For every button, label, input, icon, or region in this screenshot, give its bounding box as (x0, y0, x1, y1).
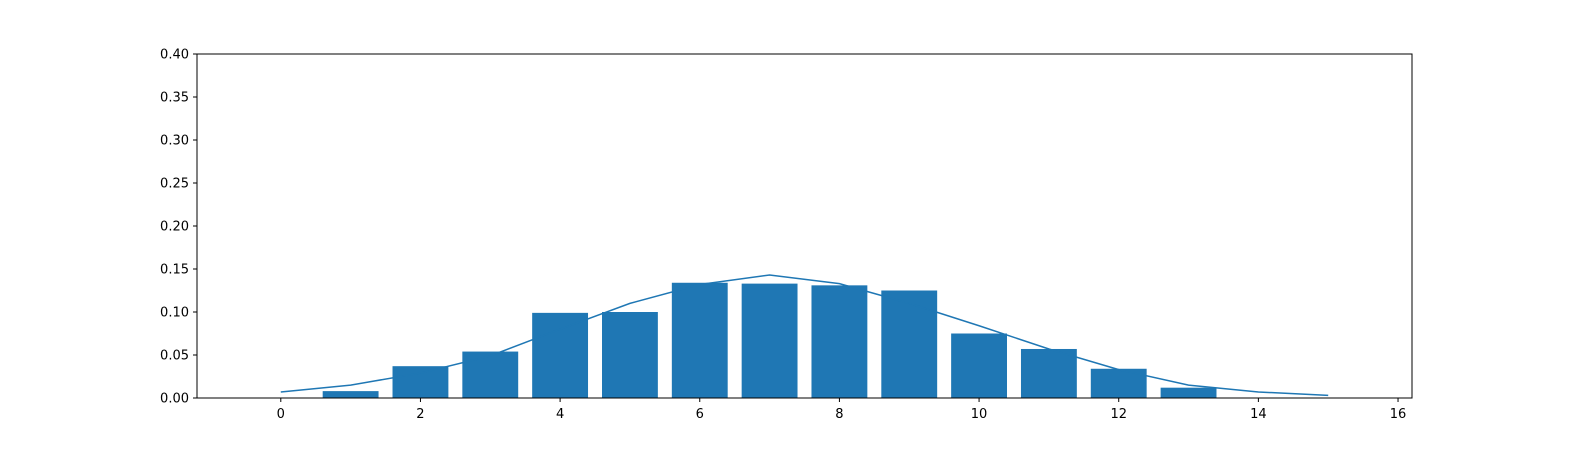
bar-3 (462, 351, 519, 398)
x-tick-label: 10 (971, 407, 988, 422)
x-tick-label: 16 (1390, 407, 1407, 422)
y-tick-label: 0.25 (160, 177, 189, 192)
bar-1 (322, 391, 379, 398)
x-tick-label: 4 (556, 407, 564, 422)
bar-5 (602, 312, 658, 398)
y-tick-label: 0.05 (160, 349, 189, 364)
bar-13 (1160, 387, 1217, 398)
y-tick-label: 0.40 (160, 48, 189, 63)
plot-frame (196, 53, 1413, 399)
bar-12 (1090, 368, 1147, 398)
bar-6 (671, 282, 728, 398)
x-tick-label: 12 (1110, 407, 1127, 422)
x-tick-label: 8 (835, 407, 843, 422)
x-tick-label: 14 (1250, 407, 1267, 422)
line-layer (280, 274, 1329, 397)
bar-2 (392, 366, 449, 398)
y-tick-label: 0.10 (160, 306, 189, 321)
y-axis: 0.00 0.05 0.10 0.15 0.20 0.25 0.30 0.35 0.40 (160, 48, 197, 407)
series-line (280, 274, 1329, 397)
y-tick-label: 0.15 (160, 263, 189, 278)
bar-4 (532, 312, 589, 398)
y-tick-label: 0.20 (160, 220, 189, 235)
bars-layer (322, 282, 1217, 398)
bar-10 (951, 333, 1007, 398)
x-tick-label: 2 (416, 407, 424, 422)
x-tick-label: 6 (696, 407, 704, 422)
y-tick-label: 0.35 (160, 91, 189, 106)
bar-11 (1020, 348, 1077, 398)
bar-8 (811, 285, 868, 398)
y-tick-label: 0.00 (160, 392, 189, 407)
bar-9 (881, 290, 938, 398)
y-tick-label: 0.30 (160, 134, 189, 149)
x-tick-label: 0 (277, 407, 285, 422)
x-axis: 0 2 4 6 8 10 12 14 16 (277, 398, 1407, 422)
bar-7 (741, 283, 798, 398)
